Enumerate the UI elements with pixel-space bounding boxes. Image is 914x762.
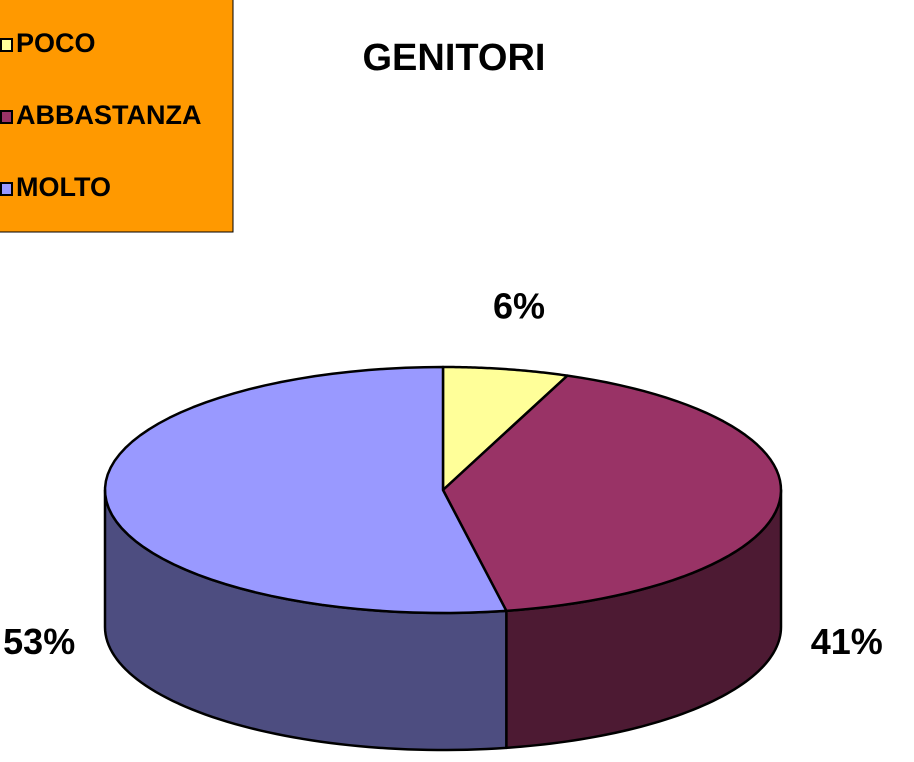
pie-slice bbox=[441, 374, 783, 613]
legend-box bbox=[0, 0, 234, 233]
legend-swatch bbox=[0, 182, 13, 196]
data-label: 6% bbox=[493, 285, 545, 326]
pie-slice bbox=[441, 365, 569, 492]
legend-label: MOLTO bbox=[16, 172, 111, 202]
data-label: 41% bbox=[811, 621, 883, 662]
chart-title: GENITORI bbox=[363, 37, 546, 79]
pie-slice bbox=[103, 365, 508, 615]
legend-label: POCO bbox=[16, 28, 96, 58]
data-label: 53% bbox=[3, 621, 75, 662]
legend-swatch bbox=[0, 110, 13, 124]
legend-label: ABBASTANZA bbox=[16, 100, 201, 130]
legend-swatch bbox=[0, 38, 13, 52]
